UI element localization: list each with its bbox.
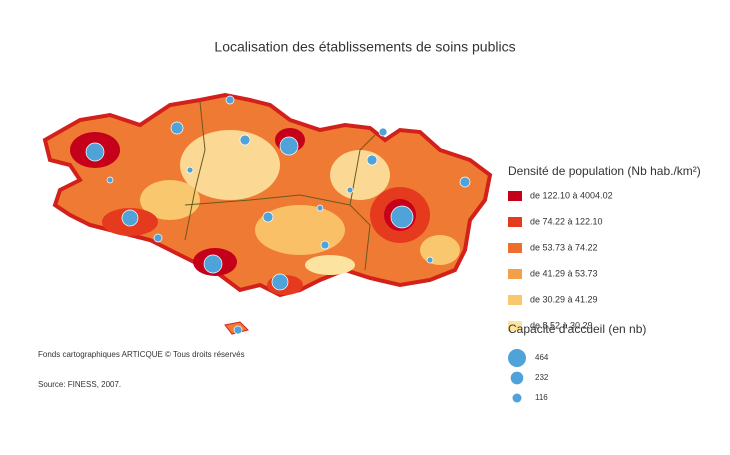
- legend-label: de 8.52 à 30.29: [530, 320, 593, 330]
- legend-label: de 53.73 à 74.22: [530, 242, 598, 252]
- density-legend: de 122.10 à 4004.02 de 74.22 à 122.10 de 5…: [508, 190, 613, 331]
- legend-label: 116: [535, 393, 548, 402]
- map: [42, 92, 493, 335]
- legend-label: de 122.10 à 4004.02: [530, 190, 613, 200]
- legend-label: de 41.29 à 53.73: [530, 268, 598, 278]
- credits: Fonds cartographiques ARTICQUE © Tous dr…: [38, 350, 245, 359]
- legend-swatch: [508, 243, 522, 253]
- legend-title: Densité de population (Nb hab./km²): [508, 164, 701, 178]
- legend-swatch: [508, 321, 522, 331]
- legend-swatch: [508, 295, 522, 305]
- source: Source: FINESS, 2007.: [38, 380, 121, 389]
- legend-label: 464: [535, 353, 549, 362]
- legend-swatch: [508, 269, 522, 279]
- legend-bubble: [508, 349, 526, 367]
- legend-label: de 74.22 à 122.10: [530, 216, 603, 226]
- legend-bubble: [510, 371, 524, 385]
- legend-swatch: [508, 217, 522, 227]
- legend-bubble: [512, 393, 522, 403]
- legend-label: de 30.29 à 41.29: [530, 294, 598, 304]
- legend-swatch: [508, 191, 522, 201]
- title: Localisation des établissements de soins…: [214, 39, 515, 55]
- legend-label: 232: [535, 373, 549, 382]
- legend-title: Capacité d'accueil (en nb): [508, 322, 646, 336]
- capacity-legend: 464 232 116: [508, 349, 549, 403]
